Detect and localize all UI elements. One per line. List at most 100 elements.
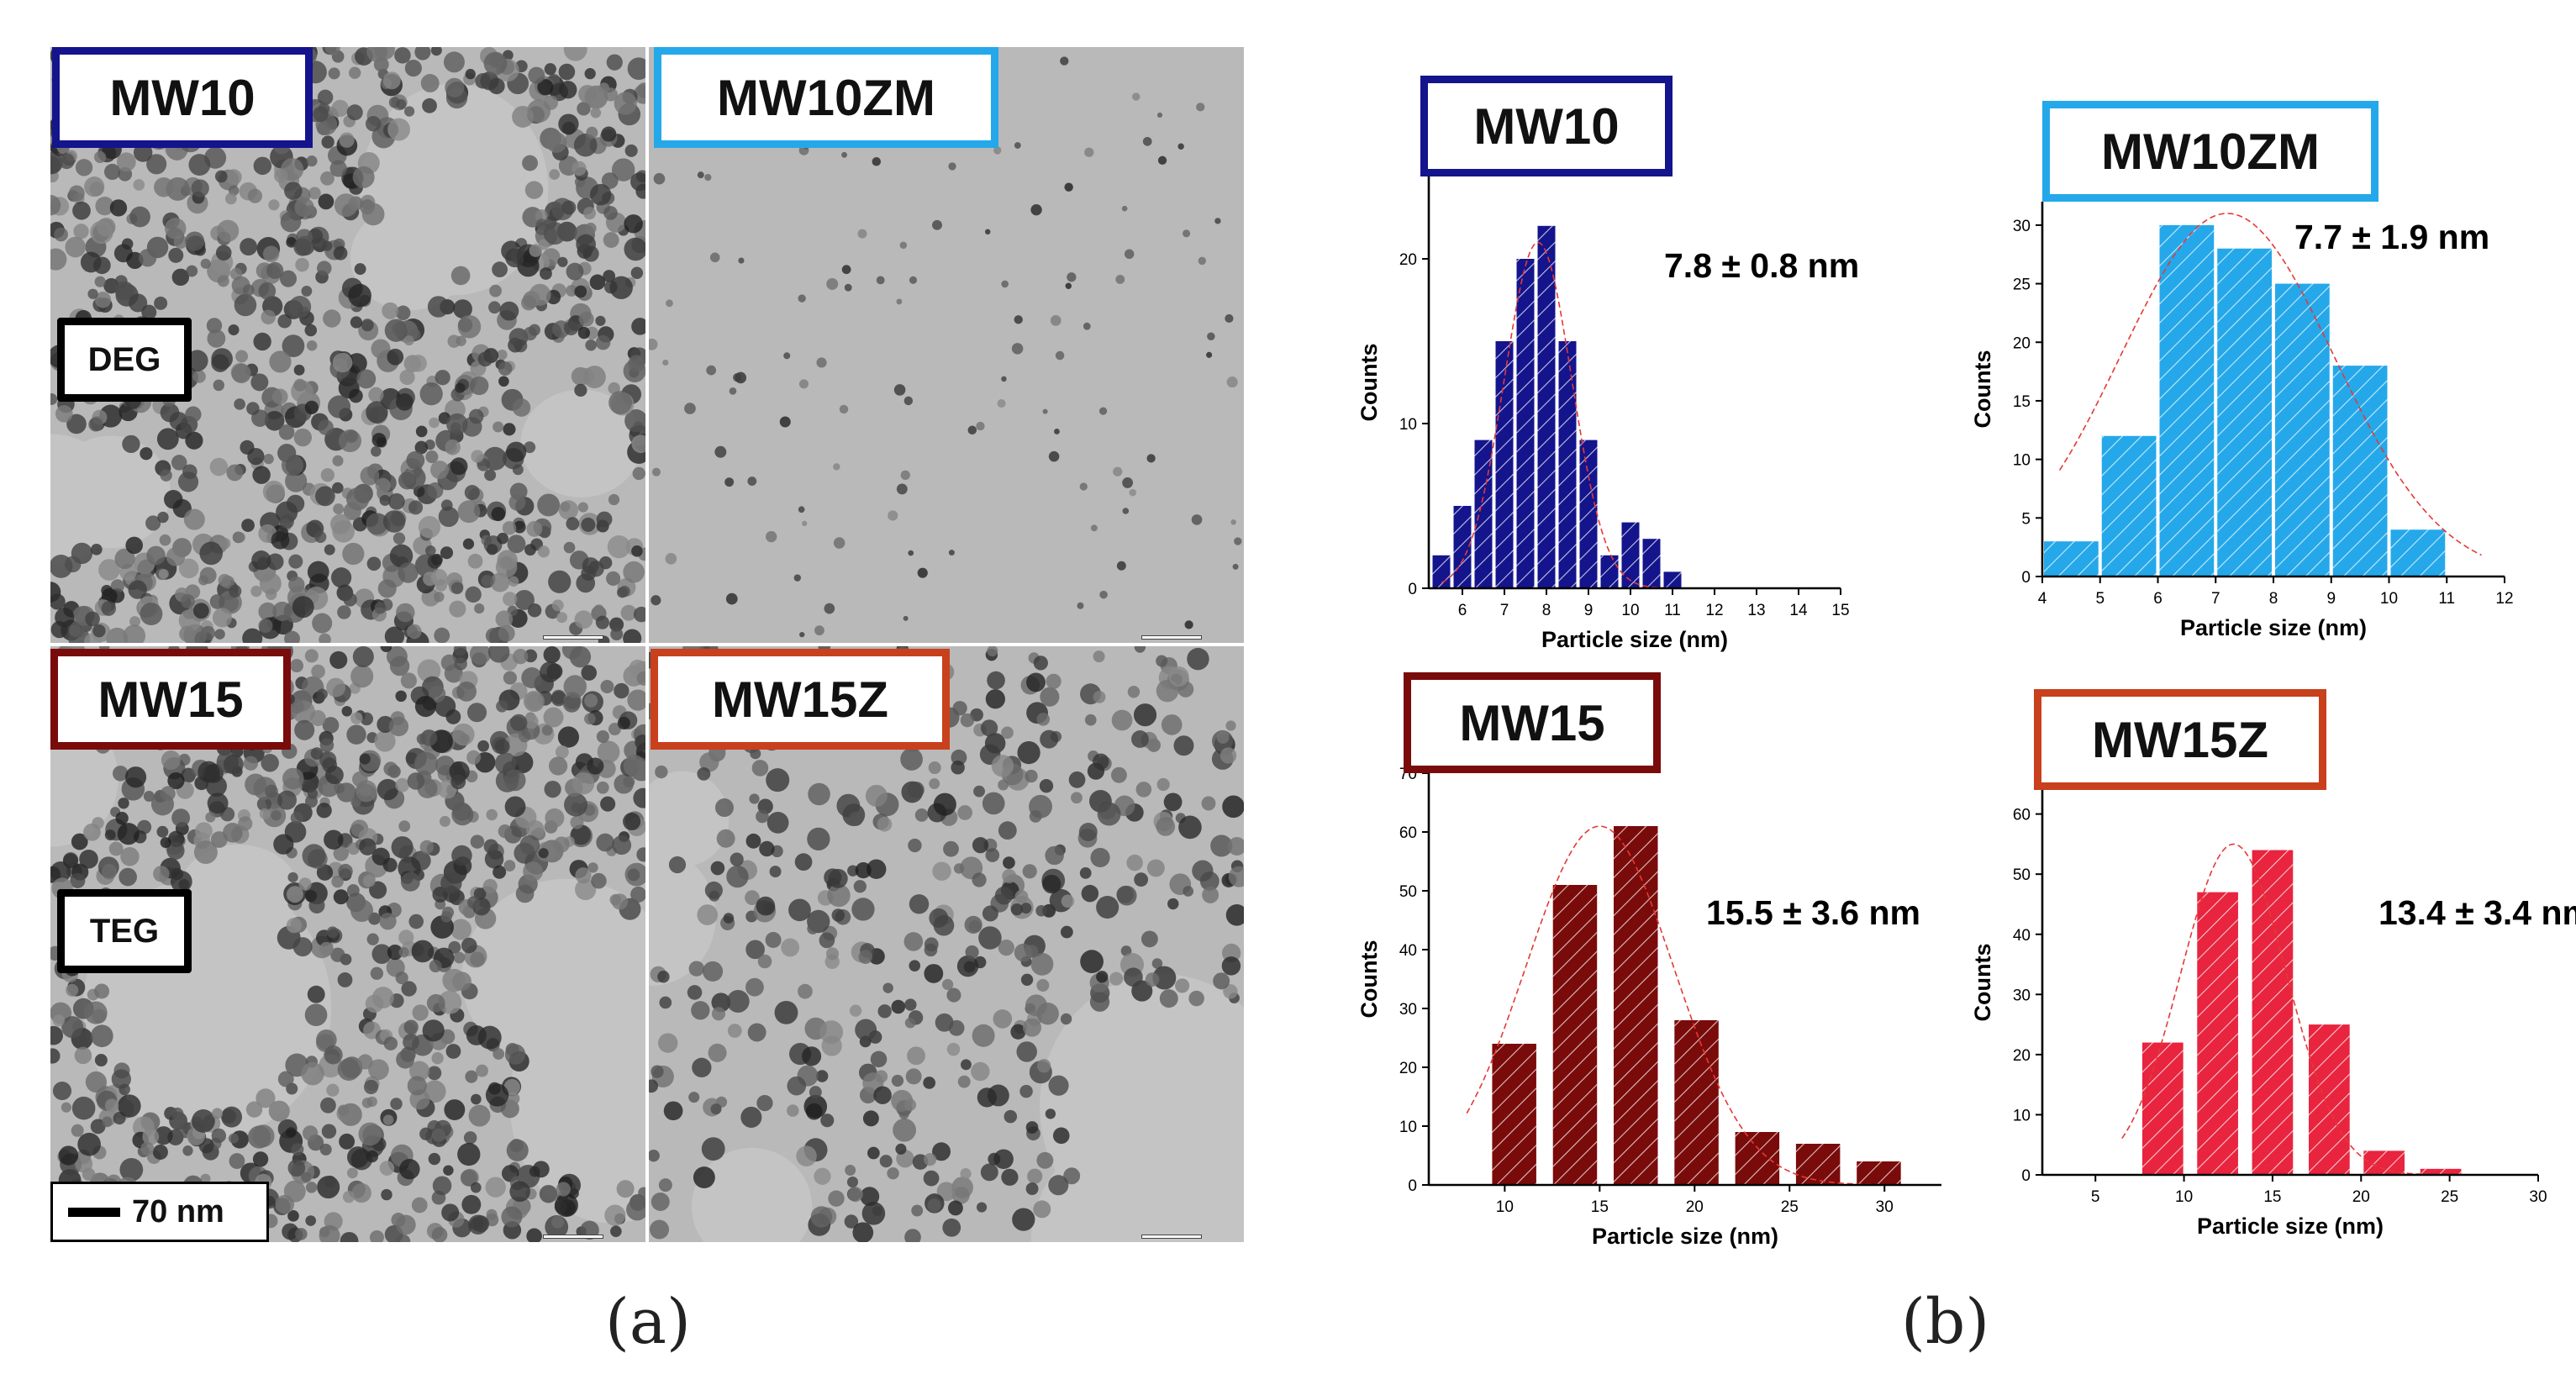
tem-particle [595,615,609,629]
tem-particle [123,624,146,643]
tem-particle [1192,860,1214,882]
tem-particle [749,793,760,804]
tem-particle [228,324,240,336]
x-tick-label: 25 [1781,1198,1799,1216]
tem-particle [304,1003,328,1027]
tem-particle [578,311,594,327]
tem-particle [262,245,280,262]
tem-particle [965,945,979,960]
tem-particle [277,1071,294,1087]
tem-particle [389,544,414,568]
tem-particle [119,1157,144,1182]
tem-particle [603,87,618,102]
tem-particle [223,754,244,775]
tem-particle [349,66,361,79]
tem-particle [1175,978,1190,993]
tem-particle [294,719,315,740]
tem-particle [631,434,645,454]
tem-particle [1020,903,1032,914]
tem-particle [540,267,552,280]
tem-particle [101,864,118,880]
mean-size-annotation: 15.5 ± 3.6 nm [1706,893,1920,932]
tem-particle [657,971,670,983]
tem-particle [710,861,725,876]
tem-particle [495,610,514,629]
tem-particle [1140,930,1158,948]
tem-particle [526,692,544,710]
tem-particle [113,766,129,782]
tem-particle [498,376,509,387]
tem-particle [636,847,645,862]
tem-particle [809,1086,822,1099]
mean-size-annotation: 7.8 ± 0.8 nm [1664,246,1859,285]
tem-particle [1002,869,1017,884]
tem-particle [157,511,169,524]
tem-particle [55,608,75,628]
tem-particle [356,369,377,389]
tem-particle [422,97,437,113]
tem-particle [1061,894,1075,908]
tem-particle [182,1145,193,1156]
tem-particle [556,1182,571,1197]
tem-particle [539,1184,558,1203]
tem-particle [326,677,345,698]
histogram-bar-hatch [2363,1150,2405,1175]
tem-particle [215,245,232,261]
tem-particle [425,545,436,556]
solvent-label-deg: DEG [57,318,192,402]
tem-particle [484,849,504,869]
tem-particle [1226,376,1238,388]
tem-particle [452,723,475,746]
tem-particle [1025,769,1038,783]
tem-hole [178,845,299,939]
tem-particle [383,1036,398,1050]
tem-particle [50,1048,61,1064]
tem-particle [395,1234,411,1242]
tem-particle [214,170,228,183]
tem-particle [477,740,489,752]
tem-particle [484,469,497,482]
tem-particle [298,877,312,891]
tem-particle [293,428,312,447]
tem-particle [554,1200,568,1214]
tem-particle [907,1046,925,1066]
tem-particle [1033,656,1048,671]
tem-particle [466,750,482,765]
tem-particle [1080,950,1104,974]
tem-particle [119,1083,130,1096]
tem-particle [192,1109,215,1133]
tem-particle [572,161,587,176]
tem-particle [360,712,374,726]
tem-particle [209,457,229,476]
tem-particle [171,455,187,471]
tem-particle [993,1149,1014,1170]
histogram-bar-hatch [1558,341,1577,588]
tem-particle [481,575,494,587]
tem-particle [522,155,538,171]
y-tick-label: 10 [2013,452,2031,470]
tem-particle [627,57,645,81]
tem-particle [596,511,613,528]
scale-bar-line [68,1207,120,1217]
tem-particle [730,852,744,866]
tem-particle [893,384,906,396]
tem-particle [160,403,180,423]
tem-particle [612,835,632,856]
tem-particle [221,1106,243,1128]
tem-particle [559,81,577,99]
tem-particle [287,1159,306,1177]
tem-particle [445,1044,461,1059]
tem-particle [529,1166,540,1177]
tem-particle [923,1077,936,1089]
tem-particle [218,573,231,587]
tem-particle [324,766,344,785]
tem-particle [603,270,616,282]
x-tick-label: 20 [1686,1198,1704,1216]
tem-particle [346,1167,358,1179]
tem-particle [543,707,564,728]
tem-particle [74,1046,92,1065]
tem-particle [351,1182,371,1203]
tem-particle [442,968,466,992]
tem-particle [493,865,507,879]
tem-particle [521,295,537,311]
